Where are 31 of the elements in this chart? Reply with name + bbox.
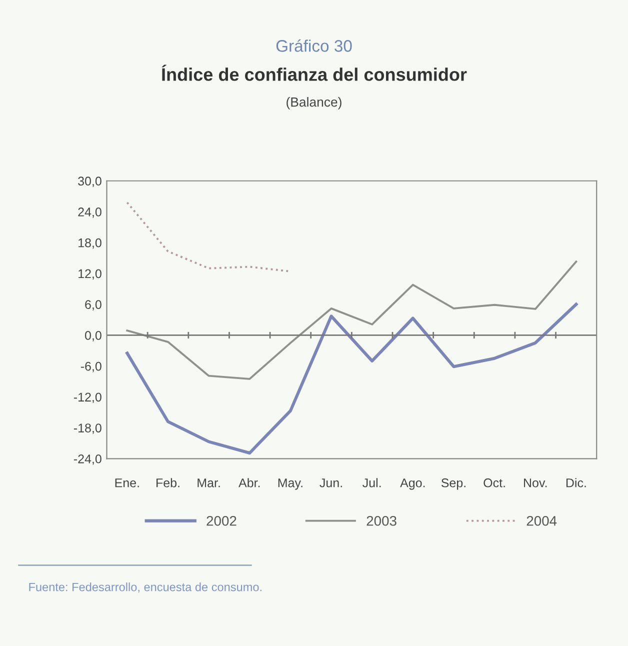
text: Gráfico 30 [276,39,352,52]
x-tick-label: Dic. [566,478,586,488]
line-series [126,302,578,455]
x-tick-label: May. [278,478,302,490]
x-tick-label: Jun. [320,478,342,488]
x-tick-label: Abr. [238,478,260,488]
chart-subtitle: (Balance) [286,97,342,110]
x-tick-label: Feb. [156,478,180,488]
y-tick-label: -24,0 [74,454,102,465]
x-tick-label: Nov. [524,478,547,488]
y-tick-label: 0,0 [85,331,102,342]
line-series [126,260,578,380]
legend-label: 2003 [366,516,396,526]
x-tick-label: Ene. [115,478,139,488]
x-tick-label: Sep. [441,478,466,490]
x-tick-label: Ago. [400,478,425,490]
x-tick-label: Mar. [198,478,220,488]
legend-label: 2002 [206,516,236,526]
source-note: Fuente: Fedesarrollo, encuesta de consumo. [29,582,262,593]
y-tick-label: -18,0 [74,424,102,434]
y-tick-label: 18,0 [78,238,102,249]
y-tick-label: 30,0 [78,176,102,188]
x-tick-label: Oct. [484,478,505,488]
y-tick-label: 12,0 [78,269,102,280]
chart-title: Índice de confianza del consumidor [162,64,467,81]
legend-label: 2004 [526,516,557,526]
y-tick-label: -12,0 [74,392,102,404]
x-tick-label: Jul. [362,478,381,488]
y-tick-label: -6,0 [80,362,102,372]
y-tick-label: 6,0 [85,300,102,310]
y-tick-label: 24,0 [78,208,102,218]
